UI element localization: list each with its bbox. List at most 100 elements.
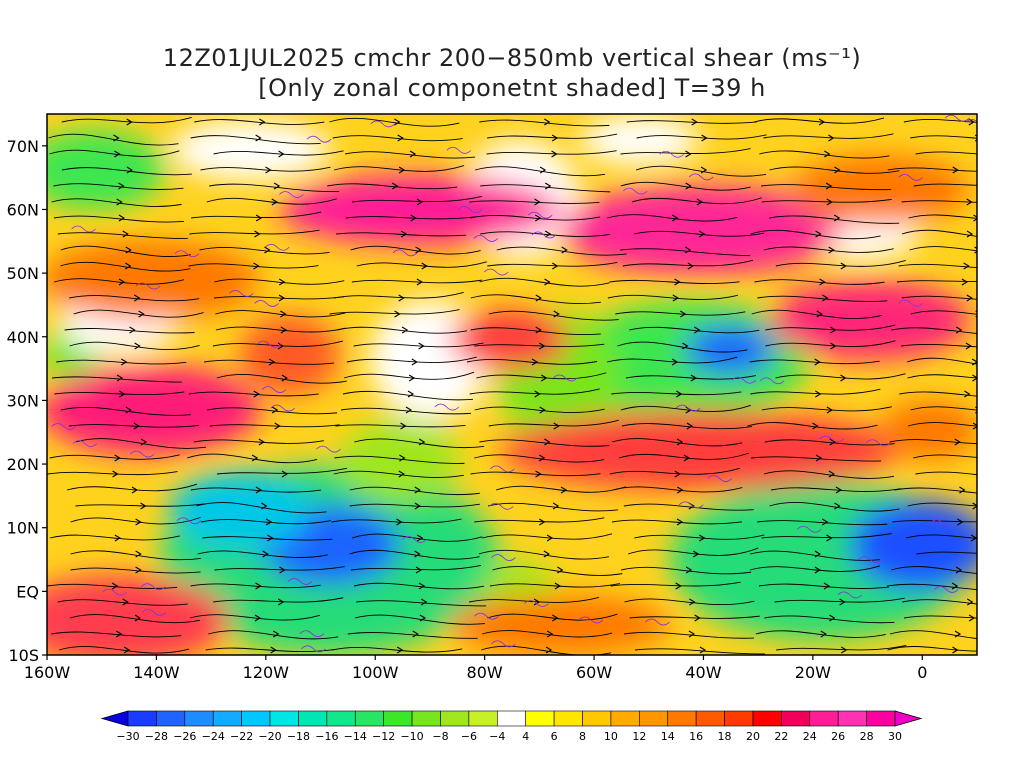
- stream-arrow: [683, 454, 690, 462]
- stream-arrow: [687, 262, 694, 270]
- streamline: [775, 373, 906, 380]
- contour: [264, 243, 290, 251]
- stream-arrow: [281, 374, 288, 382]
- stream-arrow: [830, 326, 837, 334]
- contour: [491, 640, 516, 648]
- stream-arrow: [821, 518, 829, 526]
- colorbar-swatch: [156, 710, 186, 727]
- colorbar-swatch: [440, 710, 470, 727]
- streamline: [47, 471, 178, 476]
- lon-label: 60W: [576, 663, 612, 682]
- contour: [102, 588, 127, 596]
- stream-arrow: [400, 422, 407, 430]
- streamline: [754, 279, 885, 285]
- streamline: [607, 294, 738, 300]
- stream-arrow: [399, 454, 406, 462]
- streamline: [750, 456, 882, 462]
- stream-arrow: [535, 294, 542, 302]
- streamline: [478, 550, 609, 560]
- lon-label: 20W: [795, 663, 831, 682]
- lat-label: 60N: [7, 200, 39, 219]
- streamline: [634, 534, 765, 540]
- streamline: [763, 470, 894, 479]
- stream-arrow: [140, 502, 147, 510]
- streamline: [487, 613, 618, 621]
- contour: [51, 423, 77, 430]
- stream-arrow: [534, 390, 541, 398]
- streamline: [48, 133, 179, 146]
- stream-arrow: [685, 566, 693, 574]
- colorbar-swatch: [781, 710, 811, 727]
- contour: [270, 404, 296, 412]
- stream-arrow: [982, 551, 987, 557]
- streamline: [208, 630, 339, 640]
- streamline: [213, 597, 344, 603]
- stream-arrow: [966, 230, 974, 238]
- streamline: [56, 359, 187, 365]
- streamline: [908, 214, 977, 219]
- stream-arrow: [398, 294, 405, 302]
- stream-arrow: [544, 438, 551, 446]
- streamline: [607, 214, 738, 222]
- contour: [135, 282, 161, 290]
- stream-arrow: [535, 326, 542, 334]
- colorbar-label: −26: [173, 730, 196, 743]
- stream-arrow: [255, 214, 263, 222]
- stream-arrow: [964, 390, 971, 398]
- stream-arrow: [671, 358, 679, 366]
- stream-arrow: [840, 262, 847, 270]
- streamline: [609, 467, 740, 475]
- streamline: [479, 277, 610, 287]
- stream-arrow: [820, 630, 827, 638]
- contour: [129, 450, 155, 458]
- stream-arrow: [828, 246, 835, 254]
- streamline: [776, 645, 907, 651]
- streamline: [482, 630, 613, 638]
- colorbar-arrow-left: [100, 710, 129, 727]
- stream-arrow: [122, 598, 129, 606]
- streamline: [489, 583, 620, 588]
- contour: [898, 174, 923, 181]
- stream-arrow: [118, 278, 126, 286]
- streamline: [61, 167, 192, 176]
- stream-arrow: [401, 326, 409, 334]
- stream-arrow: [680, 310, 687, 318]
- streamline: [340, 407, 471, 415]
- stream-arrow: [538, 454, 546, 462]
- contour: [819, 435, 844, 443]
- streamline: [887, 583, 977, 591]
- streamline: [612, 486, 743, 493]
- stream-arrow: [828, 134, 835, 142]
- stream-arrow: [135, 518, 142, 526]
- stream-arrow: [418, 582, 426, 590]
- streamline: [58, 646, 190, 654]
- streamline: [611, 438, 743, 447]
- stream-arrow: [954, 438, 961, 446]
- stream-arrow: [115, 630, 123, 638]
- streamline: [757, 295, 888, 302]
- stream-arrow: [689, 598, 696, 606]
- colorbar-label: 28: [860, 730, 874, 743]
- lat-label: 30N: [7, 391, 39, 410]
- streamline: [345, 151, 476, 159]
- colorbar-label: 24: [803, 730, 817, 743]
- colorbar-label: 20: [746, 730, 760, 743]
- contour: [731, 376, 757, 384]
- streamline: [495, 485, 627, 493]
- stream-arrow: [277, 598, 285, 606]
- streamline: [901, 229, 977, 237]
- stream-arrow: [980, 471, 985, 477]
- streamline: [620, 404, 751, 413]
- colorbar-label: 16: [689, 730, 703, 743]
- streamline: [623, 503, 754, 511]
- colorbar-label: −30: [116, 730, 139, 743]
- stream-arrow: [539, 166, 547, 174]
- stream-arrow: [826, 198, 833, 206]
- colorbar-label: 26: [831, 730, 845, 743]
- stream-arrow: [546, 630, 554, 638]
- streamline: [611, 391, 742, 396]
- streamline: [189, 229, 320, 235]
- stream-arrow: [979, 183, 984, 189]
- streamline: [761, 533, 892, 539]
- stream-arrow: [560, 486, 568, 494]
